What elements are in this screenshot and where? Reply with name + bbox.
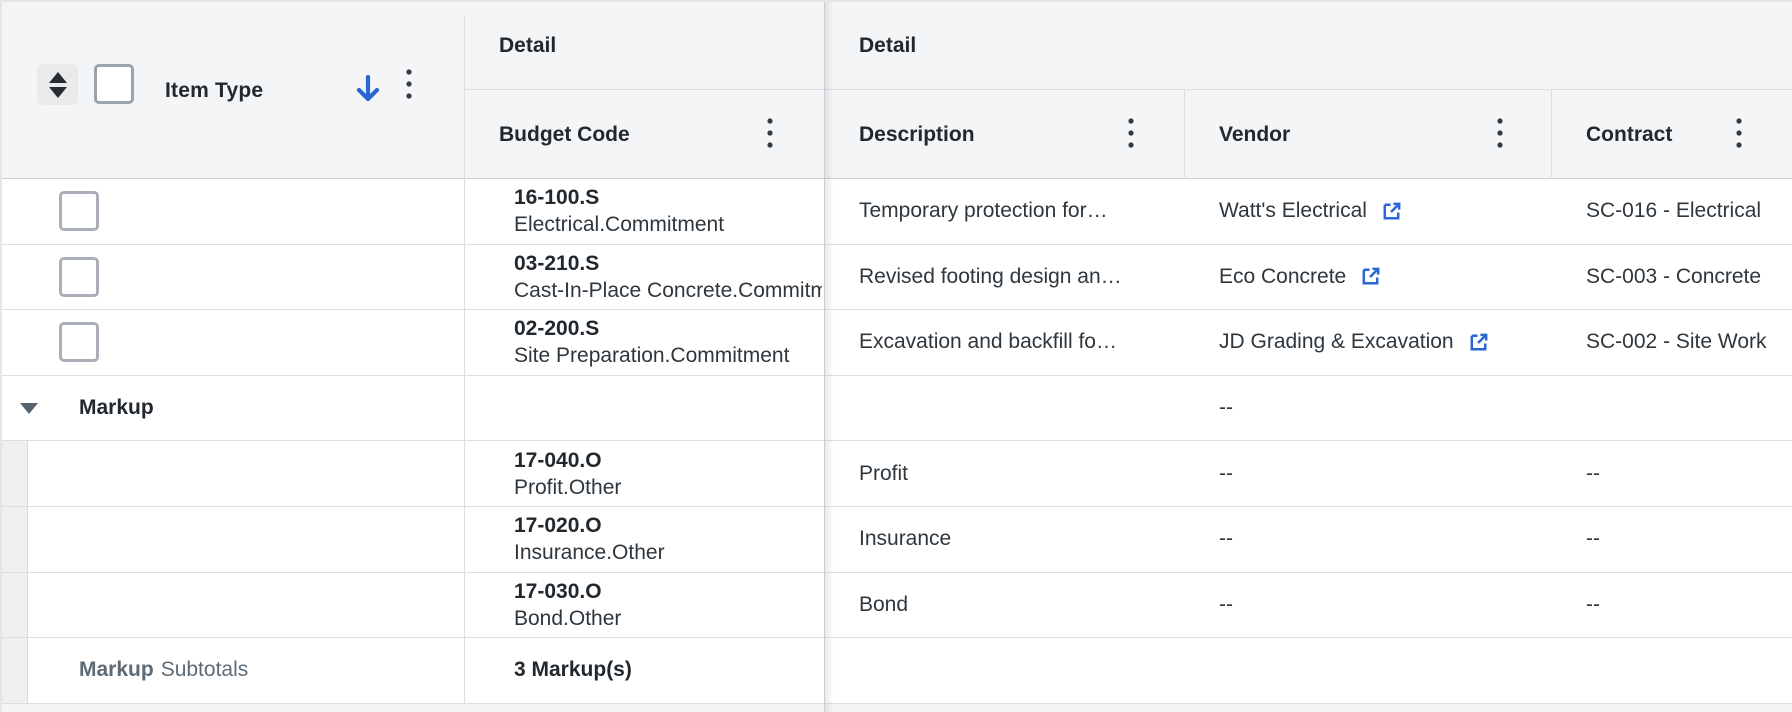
vendor-cell: --	[1219, 592, 1233, 616]
subtotal-suffix: Subtotals	[160, 658, 249, 682]
vendor-name: Watt's Electrical	[1219, 199, 1367, 223]
group-row-markup: Markup --	[2, 375, 1792, 442]
description-cell: Bond	[859, 592, 909, 616]
description-cell: Temporary protection for…	[859, 199, 1108, 223]
frozen-panel-divider	[824, 2, 825, 712]
vendor-menu-kebab-icon[interactable]	[1485, 112, 1515, 156]
row-checkbox[interactable]	[59, 191, 99, 232]
row-checkbox[interactable]	[59, 322, 99, 363]
item-type-menu-kebab-icon[interactable]	[394, 63, 424, 107]
vendor-cell: --	[1219, 527, 1233, 551]
indent-guide	[2, 441, 28, 506]
budget-code: 03-210.S	[514, 251, 600, 275]
table-row-markup: 17-030.O Bond.Other Bond -- --	[2, 572, 1792, 639]
table-row: 02-200.S Site Preparation.Commitment Exc…	[2, 310, 1792, 376]
vendor-cell: Eco Concrete	[1219, 245, 1382, 310]
row-checkbox[interactable]	[59, 256, 99, 297]
contract-cell: --	[1586, 461, 1600, 485]
collapse-triangle-icon[interactable]	[20, 403, 38, 415]
select-all-checkbox[interactable]	[94, 64, 134, 104]
table-row: 03-210.S Cast-In-Place Concrete.Commitme…	[2, 244, 1792, 311]
subtotal-row-markup: Markup Subtotals 3 Markup(s)	[2, 638, 1792, 704]
vendor-name: Eco Concrete	[1219, 264, 1347, 288]
triangle-up-icon	[48, 71, 67, 83]
column-header-budget-code: Budget Code	[465, 90, 824, 179]
table-row-markup: 17-040.O Profit.Other Profit -- --	[2, 441, 1792, 507]
budget-code-menu-kebab-icon[interactable]	[755, 112, 785, 156]
header-column-divider	[464, 16, 465, 179]
external-link-icon[interactable]	[1380, 200, 1403, 223]
column-header-description: Description	[824, 90, 1185, 179]
external-link-icon[interactable]	[1467, 331, 1490, 354]
table-row-markup: 17-020.O Insurance.Other Insurance -- --	[2, 506, 1792, 573]
column-header-contract: Contract	[1552, 90, 1792, 179]
budget-code-detail: Insurance.Other	[514, 541, 665, 565]
indent-guide	[2, 572, 28, 638]
table-row: 16-100.S Electrical.Commitment Temporary…	[2, 179, 1792, 245]
vendor-cell: --	[1219, 396, 1233, 420]
budget-code: 02-200.S	[514, 317, 600, 341]
contract-cell: SC-002 - Site Work	[1586, 330, 1767, 354]
indent-guide	[2, 506, 28, 572]
column-label-item-type: Item Type	[165, 78, 264, 102]
description-cell: Insurance	[859, 527, 952, 551]
column-header-vendor: Vendor	[1185, 90, 1552, 179]
budget-code-detail: Bond.Other	[514, 606, 622, 630]
budget-code: 17-040.O	[514, 448, 602, 472]
budget-code-detail: Site Preparation.Commitment	[514, 344, 790, 368]
vendor-name: JD Grading & Excavation	[1219, 330, 1454, 354]
external-link-icon[interactable]	[1359, 265, 1382, 288]
contract-cell: SC-003 - Concrete	[1586, 264, 1762, 288]
contract-cell: --	[1586, 592, 1600, 616]
description-cell: Revised footing design an…	[859, 264, 1122, 288]
frozen-panel-shadow	[825, 2, 834, 712]
markup-count-summary: 3 Markup(s)	[514, 658, 632, 682]
vendor-cell: Watt's Electrical	[1219, 179, 1403, 244]
budget-code: 17-020.O	[514, 514, 602, 538]
vendor-cell: JD Grading & Excavation	[1219, 310, 1490, 375]
budget-code-detail: Electrical.Commitment	[514, 213, 725, 237]
vendor-cell: --	[1219, 461, 1233, 485]
subtotal-group-name: Markup	[79, 658, 154, 682]
group-label: Markup	[79, 396, 154, 420]
group-header-detail-left: Detail	[465, 2, 824, 90]
description-cell: Excavation and backfill fo…	[859, 330, 1117, 354]
triangle-down-icon	[48, 86, 67, 98]
contract-menu-kebab-icon[interactable]	[1724, 112, 1754, 156]
contract-cell: --	[1586, 527, 1600, 551]
budget-code: 17-030.O	[514, 579, 602, 603]
contract-cell: SC-016 - Electrical	[1586, 199, 1762, 223]
sort-descending-icon[interactable]	[354, 73, 382, 105]
group-header-detail-right: Detail	[824, 2, 1792, 90]
description-cell: Profit	[859, 461, 909, 485]
expand-collapse-all-button[interactable]	[37, 64, 78, 105]
column-header-item-type: Item Type	[2, 2, 465, 179]
table-header: Item Type Detail Detail Budget Code Desc…	[2, 2, 1792, 179]
budget-code-detail: Cast-In-Place Concrete.Commitment	[514, 278, 822, 302]
budget-code-detail: Profit.Other	[514, 475, 622, 499]
table-body: 16-100.S Electrical.Commitment Temporary…	[2, 179, 1792, 704]
budget-code: 16-100.S	[514, 186, 600, 210]
indent-guide	[2, 638, 28, 703]
description-menu-kebab-icon[interactable]	[1116, 112, 1146, 156]
